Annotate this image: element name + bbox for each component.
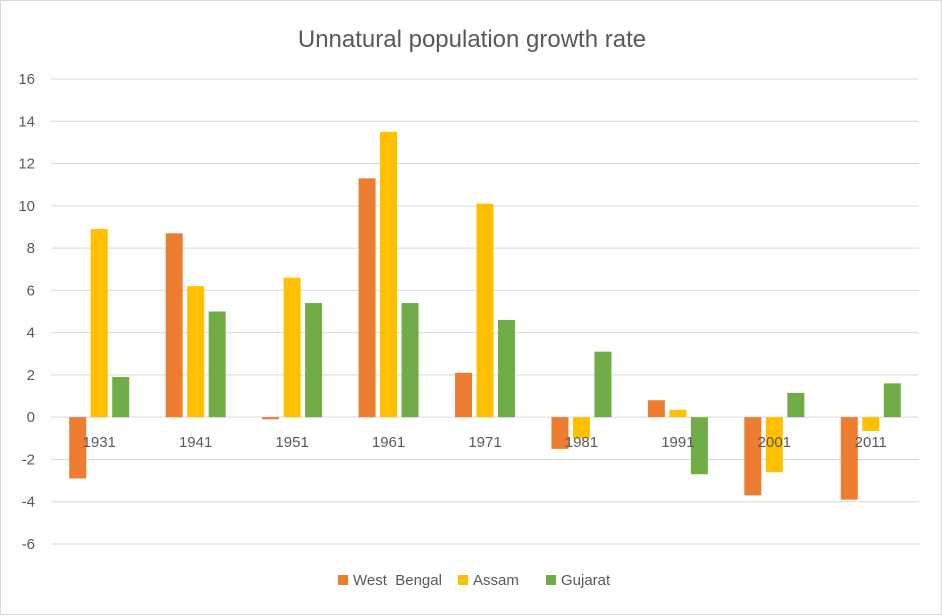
x-tick-label: 1941 <box>179 434 212 451</box>
legend-swatch-assam <box>458 575 468 585</box>
x-tick-label: 1951 <box>275 434 308 451</box>
legend-label: West Bengal <box>353 572 442 589</box>
chart-title: Unnatural population growth rate <box>298 26 646 53</box>
bars <box>69 131 901 500</box>
bar-west-bengal-2001 <box>744 417 762 496</box>
bar-west-bengal-2011 <box>840 417 858 500</box>
y-tick-label: 10 <box>18 198 35 215</box>
bar-gujarat-1981 <box>594 351 612 418</box>
x-tick-label: 2001 <box>758 434 791 451</box>
x-tick-label: 1971 <box>468 434 501 451</box>
bar-assam-1961 <box>380 131 398 418</box>
bar-gujarat-2001 <box>787 392 805 418</box>
y-tick-label: 0 <box>27 409 35 426</box>
bar-west-bengal-1931 <box>69 417 87 479</box>
x-axis-ticks: 1931 1941 1951 1961 1971 1981 1991 2001 2011 <box>83 434 887 451</box>
bar-assam-1991 <box>669 409 687 418</box>
y-tick-label: 12 <box>18 156 35 173</box>
bar-gujarat-1971 <box>498 319 515 418</box>
x-tick-label: 1991 <box>661 434 694 451</box>
x-tick-label: 2011 <box>855 434 887 451</box>
bar-west-bengal-1951 <box>262 417 280 420</box>
bar-gujarat-1941 <box>208 311 226 418</box>
bar-assam-1931 <box>90 229 108 418</box>
bar-west-bengal-1971 <box>455 372 472 418</box>
y-tick-label: 6 <box>27 282 35 299</box>
bar-west-bengal-1991 <box>647 400 665 418</box>
bar-assam-1971 <box>476 203 494 418</box>
bar-gujarat-1991 <box>690 417 708 475</box>
bar-assam-2011 <box>862 417 880 431</box>
y-tick-label: -4 <box>22 494 35 511</box>
y-axis-ticks: 16 14 12 10 8 6 4 2 0 -2 -4 -6 <box>18 71 35 553</box>
x-tick-label: 1931 <box>83 434 116 451</box>
y-tick-label: 8 <box>27 240 35 257</box>
y-tick-label: 14 <box>18 113 35 130</box>
legend-swatch-west-bengal <box>338 575 348 585</box>
bar-gujarat-1931 <box>112 377 130 418</box>
x-tick-label: 1961 <box>372 434 405 451</box>
y-tick-label: 16 <box>18 71 35 88</box>
bar-gujarat-1951 <box>305 303 323 418</box>
legend: West Bengal Assam Gujarat <box>338 572 611 589</box>
y-tick-label: 4 <box>27 325 35 342</box>
legend-swatch-gujarat <box>546 575 556 585</box>
x-tick-label: 1981 <box>565 434 598 451</box>
bar-assam-2001 <box>765 417 783 473</box>
bar-west-bengal-1941 <box>165 233 183 418</box>
bar-assam-1981 <box>572 417 590 439</box>
legend-label: Assam <box>473 572 519 589</box>
legend-label: Gujarat <box>561 572 611 589</box>
bar-assam-1951 <box>283 277 301 418</box>
bar-gujarat-1961 <box>401 303 419 418</box>
y-tick-label: -2 <box>22 451 35 468</box>
bar-west-bengal-1981 <box>551 417 569 449</box>
y-tick-label: 2 <box>27 367 35 384</box>
y-tick-label: -6 <box>22 536 35 553</box>
bar-west-bengal-1961 <box>358 178 376 418</box>
bar-assam-1941 <box>187 286 205 418</box>
bar-gujarat-2011 <box>883 383 901 418</box>
